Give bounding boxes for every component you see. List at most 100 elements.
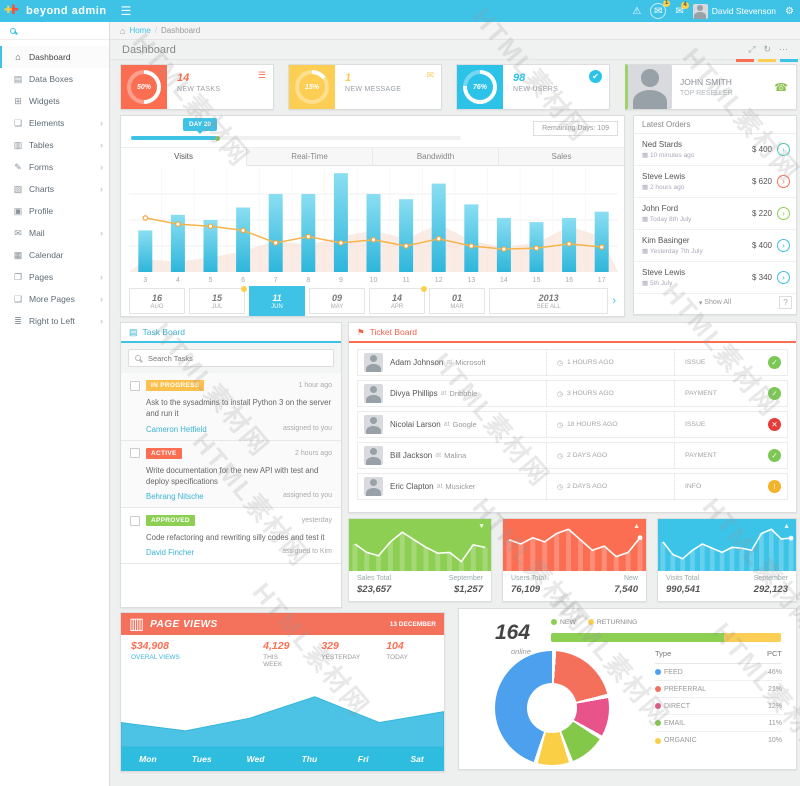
refresh-icon[interactable]: ↻ [763, 44, 771, 54]
assignee-link[interactable]: David Fincher [146, 548, 195, 558]
user-menu[interactable]: David Stevenson [692, 3, 776, 19]
stat-value: 1 [345, 72, 352, 84]
ticket-row[interactable]: Eric Clapton at Musicker ◷ 2 DAYS AGO INFO … [357, 473, 788, 500]
task-checkbox[interactable] [130, 448, 140, 459]
tab-sales[interactable]: Sales [499, 148, 624, 166]
order-detail-button[interactable]: › [777, 207, 790, 220]
svg-text:13: 13 [467, 277, 475, 284]
task-checkbox[interactable] [130, 380, 140, 391]
year-cell[interactable]: 2013 SEE ALL [489, 288, 609, 314]
sidebar-search[interactable] [0, 22, 109, 40]
date-cell-may[interactable]: 09 MAY [309, 288, 365, 314]
task-search-input[interactable] [146, 352, 327, 364]
notification-dot [421, 286, 427, 292]
help-button[interactable]: ? [779, 296, 792, 309]
show-all-button[interactable]: ▾ Show All? [634, 294, 796, 311]
sidebar-item-charts[interactable]: ▧ Charts › [0, 178, 109, 200]
order-row[interactable]: Ned Stards ▦ 10 minutes ago $ 400 › [634, 134, 796, 166]
source-row: EMAIL 11% [655, 715, 782, 732]
svg-text:11: 11 [402, 277, 409, 284]
tasks-icon: ☰ [257, 70, 266, 80]
latest-orders-panel: Latest Orders Ned Stards ▦ 10 minutes ago… [633, 115, 797, 315]
breadcrumb-current: Dashboard [161, 26, 201, 35]
tab-real-time[interactable]: Real-Time [247, 148, 373, 166]
sidebar-item-calendar[interactable]: ▦ Calendar [0, 244, 109, 266]
expand-icon[interactable]: ⤢ [748, 44, 756, 54]
task-text: Code refactoring and rewriting silly cod… [146, 533, 325, 543]
sidebar-item-dashboard[interactable]: ⌂ Dashboard [0, 46, 109, 68]
assignee-link[interactable]: Cameron Hetfield [146, 424, 207, 434]
assignee-link[interactable]: Behrang Nitsche [146, 492, 204, 502]
order-detail-button[interactable]: › [777, 271, 790, 284]
month-progress [131, 136, 461, 140]
ticket-row[interactable]: Bill Jackson at Malina ◷ 2 DAYS AGO PAYMENT… [357, 442, 788, 469]
more-options-icon[interactable]: ⋯ [779, 44, 788, 54]
svg-text:5: 5 [209, 277, 213, 284]
sidebar-item-elements[interactable]: ❏ Elements › [0, 112, 109, 134]
reseller-role: TOP RESELLER [680, 90, 733, 97]
sidebar-item-right-to-left[interactable]: ≣ Right to Left › [0, 310, 109, 332]
stat-label: NEW USERS [513, 86, 559, 93]
breadcrumb-home-link[interactable]: Home [129, 26, 151, 35]
sidebar-item-data-boxes[interactable]: ▤ Data Boxes [0, 68, 109, 90]
progress-marker [215, 136, 220, 141]
svg-text:10: 10 [370, 277, 378, 284]
page-views-days: Mon Tues Wed Thu Fri Sat [121, 747, 444, 771]
date-cell-jul[interactable]: 15 JUL [189, 286, 247, 314]
sidebar-item-profile[interactable]: ▣ Profile [0, 200, 109, 222]
ticket-row[interactable]: Adam Johnson at Microsoft ◷ 1 HOURS AGO ISS… [357, 349, 788, 376]
messages-icon[interactable]: ✉ 1 [650, 0, 671, 19]
date-cell-mar[interactable]: 01 MAR [429, 288, 485, 314]
tab-visits[interactable]: Visits [121, 148, 247, 166]
color-strip [736, 59, 798, 62]
sidebar-item-forms[interactable]: ✎ Forms › [0, 156, 109, 178]
menu-toggle-icon[interactable]: ☰ [120, 4, 132, 18]
sidebar-item-mail[interactable]: ✉ Mail › [0, 222, 109, 244]
tables-icon: ▥ [13, 139, 23, 150]
calendar-icon: ▦ [642, 280, 649, 287]
chevron-right-icon: › [100, 140, 103, 150]
sidebar-item-pages[interactable]: ❐ Pages › [0, 266, 109, 288]
sidebar-item-tables[interactable]: ▥ Tables › [0, 134, 109, 156]
order-detail-button[interactable]: › [777, 239, 790, 252]
sidebar-item-widgets[interactable]: ⊞ Widgets [0, 90, 109, 112]
next-arrow-icon[interactable]: › [612, 295, 616, 307]
task-status-badge: ACTIVE [146, 447, 182, 459]
charts-icon: ▧ [13, 183, 23, 194]
traffic-sources-donut [495, 651, 609, 765]
progress-tile: 50% [121, 65, 167, 109]
top-reseller-card: JOHN SMITH TOP RESELLER ☎ [625, 64, 797, 110]
ticket-row[interactable]: Divya Phillips at Dribbble ◷ 3 HOURS AGO PA… [357, 380, 788, 407]
stat-card-new-users: 76% 98 NEW USERS ✔ [456, 64, 610, 110]
sidebar-item-more-pages[interactable]: ❑ More Pages › [0, 288, 109, 310]
visits-sparkline: ▲ [658, 519, 796, 571]
visitors-legend: NEW RETURNING [551, 619, 637, 626]
order-row[interactable]: John Ford ▦ Today 8th July $ 220 › [634, 198, 796, 230]
order-detail-button[interactable]: › [777, 143, 790, 156]
status-badge: ✓ [768, 387, 781, 400]
ticket-row[interactable]: Nicolai Larson at Google ◷ 18 HOURS AGO ISS… [357, 411, 788, 438]
ticket-avatar [364, 446, 383, 465]
progress-ring: 76% [463, 70, 497, 104]
date-cell-aug[interactable]: 16 AUG [129, 288, 185, 314]
task-checkbox[interactable] [130, 515, 140, 526]
order-row[interactable]: Steve Lewis ▦ 5th July $ 340 › [634, 262, 796, 294]
organic-dot [655, 737, 661, 744]
alert-icon[interactable]: ⚠ [632, 5, 642, 17]
tab-bandwidth[interactable]: Bandwidth [373, 148, 499, 166]
order-row[interactable]: Steve Lewis ▦ 2 hours ago $ 620 › [634, 166, 796, 198]
settings-gear-icon[interactable]: ⚙ [785, 5, 794, 17]
order-detail-button[interactable]: › [777, 175, 790, 188]
elements-icon: ❏ [13, 117, 23, 128]
progress-ring: 15% [295, 70, 329, 104]
chevron-right-icon: › [100, 162, 103, 172]
date-cell-jun-active[interactable]: 11 JUN [249, 286, 305, 316]
order-row[interactable]: Kim Basinger ▦ Yesterday 7th July $ 400 › [634, 230, 796, 262]
svg-text:14: 14 [500, 277, 508, 284]
trend-up-icon: ▲ [633, 523, 640, 530]
notifications-icon[interactable]: ✉ 4 [675, 1, 689, 17]
date-cell-apr[interactable]: 14 APR [369, 286, 427, 314]
phone-icon[interactable]: ☎ [774, 81, 788, 94]
task-text: Write documentation for the new API with… [146, 465, 319, 486]
